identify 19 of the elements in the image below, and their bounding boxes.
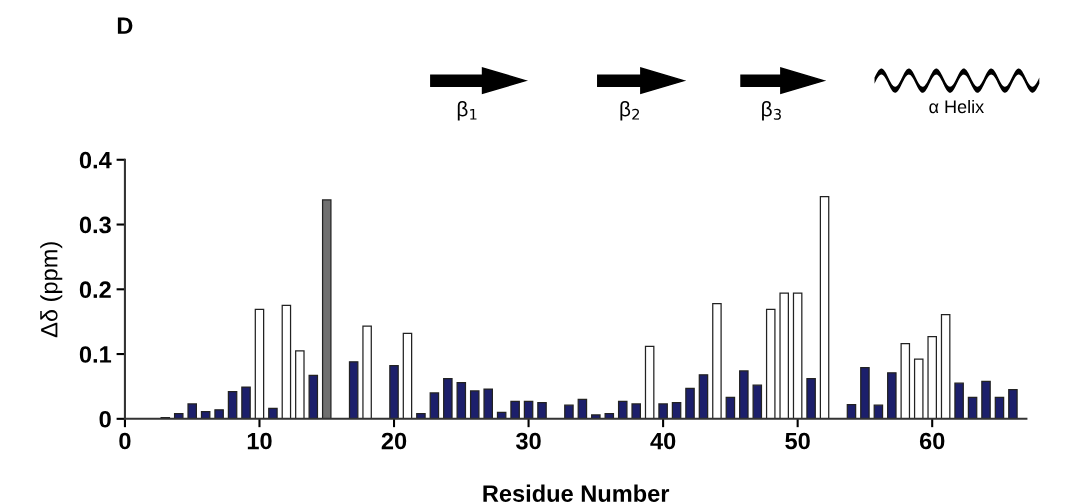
x-tick-label: 40 <box>650 432 676 450</box>
x-tick-label: 0 <box>119 432 131 450</box>
x-tick-label: 30 <box>515 432 541 450</box>
y-tick-label: 0.1 <box>79 346 112 363</box>
y-tick-label: 0.2 <box>79 281 111 299</box>
y-axis-title: Δδ (ppm) <box>40 242 63 338</box>
x-tick-label: 20 <box>381 432 407 450</box>
x-tick-label: 60 <box>919 432 945 450</box>
text: β$_{3}$ <box>762 101 781 121</box>
text: β$_{1}$ <box>457 101 477 121</box>
x-tick-label: 50 <box>785 432 810 450</box>
y-tick-label: 0.3 <box>79 216 111 234</box>
text: α Helix <box>929 99 984 114</box>
y-tick-label: 0.4 <box>79 151 112 169</box>
text: β$_{2}$ <box>620 101 639 121</box>
x-axis-title: Residue Number <box>483 484 670 502</box>
x-tick-label: 10 <box>247 432 272 450</box>
y-tick-label: 0 <box>99 410 111 428</box>
chart-title: D <box>117 17 133 34</box>
